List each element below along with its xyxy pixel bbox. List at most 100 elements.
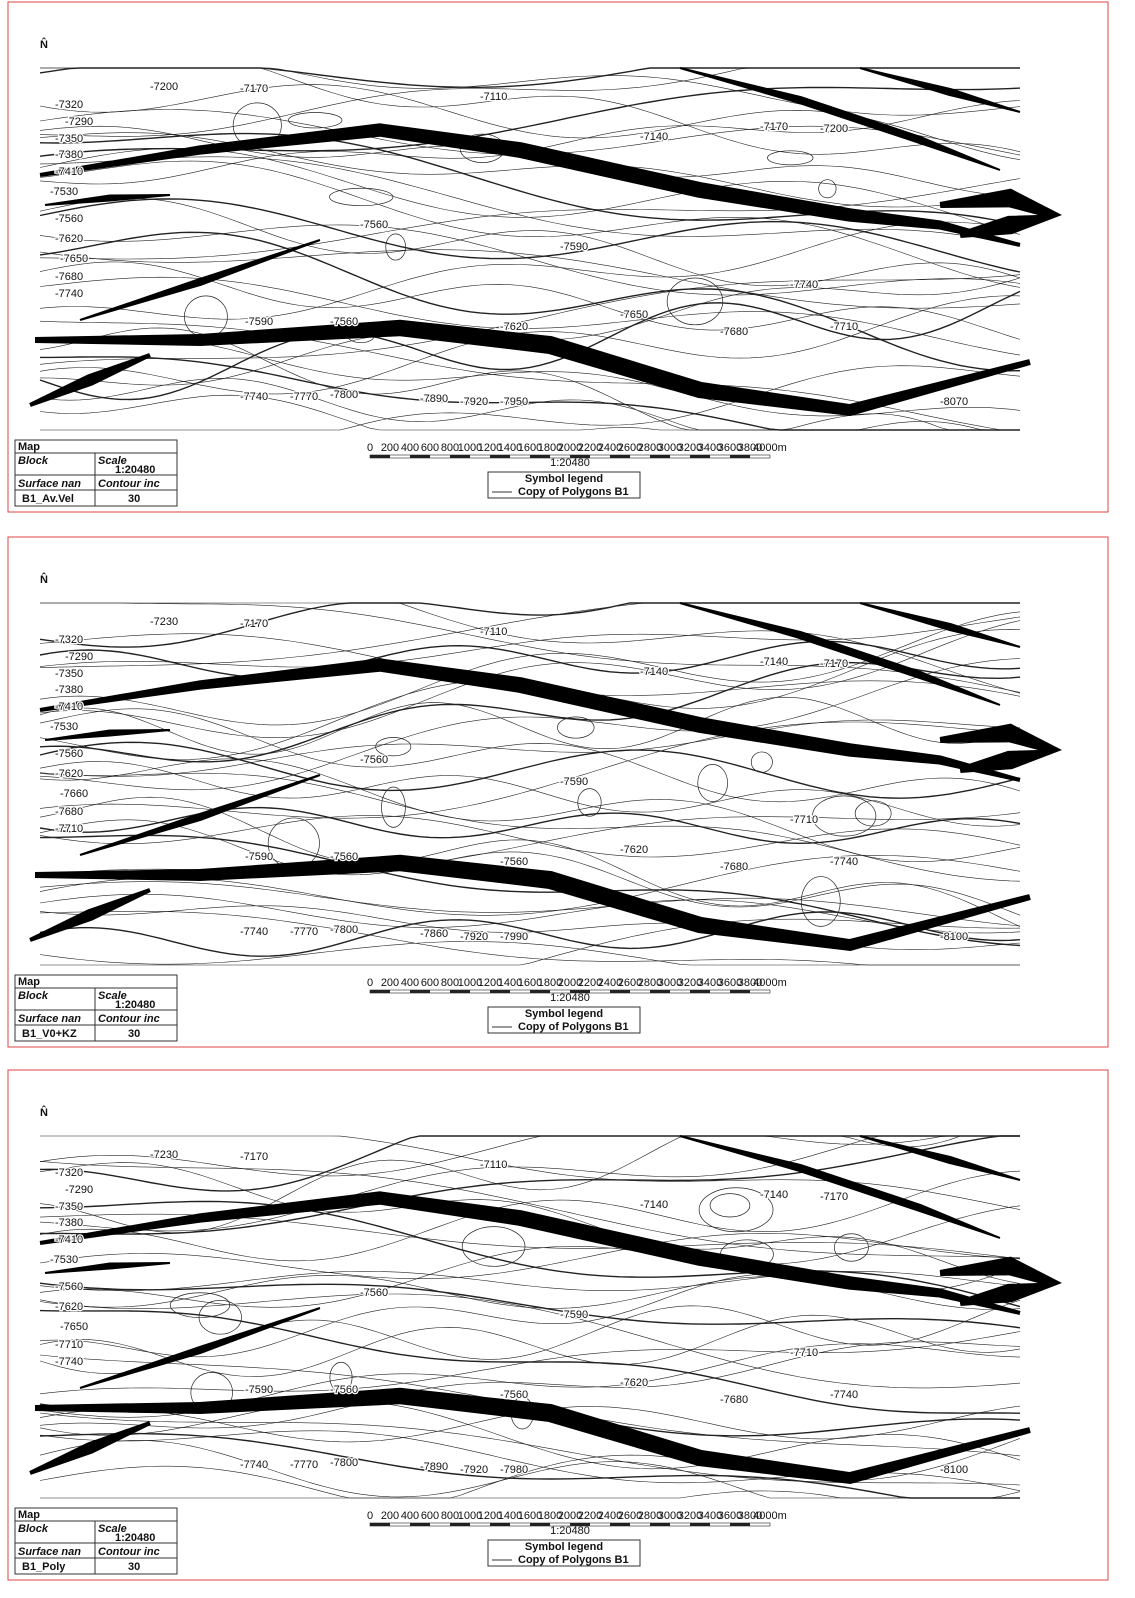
info-box-text: Contour inc: [98, 1546, 160, 1558]
contour-label: -7590: [560, 776, 588, 788]
info-box-text: Block: [18, 990, 49, 1002]
contour-label: -7650: [60, 1321, 88, 1333]
contour-label: -7740: [240, 926, 268, 938]
contour-label: -7290: [65, 1184, 93, 1196]
fault-polygon: [680, 67, 1001, 171]
fault-polygon: [80, 774, 321, 856]
legend-title: Symbol legend: [525, 473, 603, 485]
scale-bar-ratio: 1:20480: [550, 992, 590, 1004]
legend-title: Symbol legend: [525, 1008, 603, 1020]
contour-line: [40, 161, 1020, 288]
scale-bar-label: 800: [441, 1510, 459, 1522]
contour-label: -7710: [55, 823, 83, 835]
scale-bar-label: 600: [421, 977, 439, 989]
panel-frame: [8, 2, 1108, 512]
info-box-text: 30: [128, 1028, 140, 1040]
contour-closure: [268, 818, 319, 869]
scale-bar-label: 800: [441, 442, 459, 454]
contour-label: -7800: [330, 924, 358, 936]
contour-label: -7800: [330, 389, 358, 401]
scale-bar-label: 4000m: [753, 442, 787, 454]
scale-bar-segment: [690, 990, 710, 993]
contour-label: -7290: [65, 116, 93, 128]
contour-line: [40, 612, 1020, 725]
contour-label: -7170: [820, 658, 848, 670]
contour-line: [40, 722, 1020, 818]
contour-label: -7530: [50, 1254, 78, 1266]
contour-label: -7290: [65, 651, 93, 663]
contour-label: -7140: [760, 656, 788, 668]
contour-label: -7170: [240, 618, 268, 630]
scale-bar-segment: [410, 990, 430, 993]
north-arrow: N̂: [40, 1106, 48, 1119]
contour-label: -7410: [55, 1234, 83, 1246]
contour-line: [40, 133, 1020, 207]
contour-label: -7650: [60, 253, 88, 265]
contour-line: [40, 101, 1020, 185]
scale-bar-segment: [530, 990, 550, 993]
contour-label: -7710: [790, 1347, 818, 1359]
contour-label: -7560: [500, 1389, 528, 1401]
north-arrow: N̂: [40, 573, 48, 586]
contour-line: [40, 835, 1020, 945]
contour-label: -7620: [620, 844, 648, 856]
contour-line: [40, 759, 1020, 862]
contour-label: -7650: [620, 309, 648, 321]
contour-label: -7710: [55, 1339, 83, 1351]
contour-label: -7140: [760, 1189, 788, 1201]
contour-label: -7170: [760, 121, 788, 133]
contour-label: -7350: [55, 133, 83, 145]
map-panel: N̂-7320-7290-7350-7380-7410-7530-7560-76…: [8, 1070, 1108, 1580]
contour-label: -7560: [330, 1384, 358, 1396]
contour-label: -7660: [60, 788, 88, 800]
info-box-text: Contour inc: [98, 1013, 160, 1025]
contour-label: -7200: [150, 81, 178, 93]
scale-bar-segment: [650, 1523, 670, 1526]
contour-label: -7680: [720, 1394, 748, 1406]
contour-closure: [557, 717, 594, 738]
contour-line: [40, 278, 1020, 385]
contour-label: -7710: [830, 321, 858, 333]
scale-bar-label: 0: [367, 1510, 373, 1522]
info-box-text: Block: [18, 1523, 49, 1535]
contour-label: -7770: [290, 1459, 318, 1471]
contour-label: -7170: [240, 83, 268, 95]
contour-line: [40, 1434, 1020, 1498]
contour-label: -7350: [55, 1201, 83, 1213]
contour-label: -7920: [460, 931, 488, 943]
scale-bar-ratio: 1:20480: [550, 1525, 590, 1537]
contour-label: -7560: [330, 316, 358, 328]
contour-label: -7530: [50, 721, 78, 733]
contour-closure: [578, 789, 601, 817]
contour-label: -7230: [150, 1149, 178, 1161]
scale-bar-ratio: 1:20480: [550, 457, 590, 469]
north-arrow: N̂: [40, 38, 48, 51]
contour-label: -7890: [420, 393, 448, 405]
scale-bar-label: 4000m: [753, 1510, 787, 1522]
contour-label: -8070: [940, 396, 968, 408]
fault-polygon: [35, 1388, 1031, 1484]
scale-bar-segment: [490, 990, 510, 993]
scale-bar-segment: [450, 1523, 470, 1526]
scale-bar-label: 400: [401, 442, 419, 454]
contour-label: -7740: [790, 279, 818, 291]
contour-closure: [698, 764, 728, 801]
fault-polygon: [29, 888, 151, 942]
map-panel: N̂-7320-7290-7350-7380-7410-7530-7560-76…: [8, 537, 1108, 1047]
contour-closure: [751, 752, 772, 772]
contour-label: -7560: [360, 754, 388, 766]
contour-closure: [855, 801, 891, 826]
contour-label: -7800: [330, 1457, 358, 1469]
contour-label: -7740: [240, 1459, 268, 1471]
scale-bar-segment: [610, 1523, 630, 1526]
contour-label: -7140: [640, 666, 668, 678]
contour-label: -7920: [460, 1464, 488, 1476]
legend-item: Copy of Polygons B1: [518, 486, 629, 498]
map-sheet: N̂-7320-7290-7350-7380-7410-7530-7560-76…: [0, 0, 1135, 1598]
contour-label: -7110: [480, 626, 507, 638]
info-box-text: Surface nan: [18, 478, 81, 490]
fault-polygon: [80, 1307, 321, 1389]
contour-label: -7680: [720, 326, 748, 338]
contour-label: -7380: [55, 1217, 83, 1229]
fault-polygon: [35, 320, 1031, 416]
